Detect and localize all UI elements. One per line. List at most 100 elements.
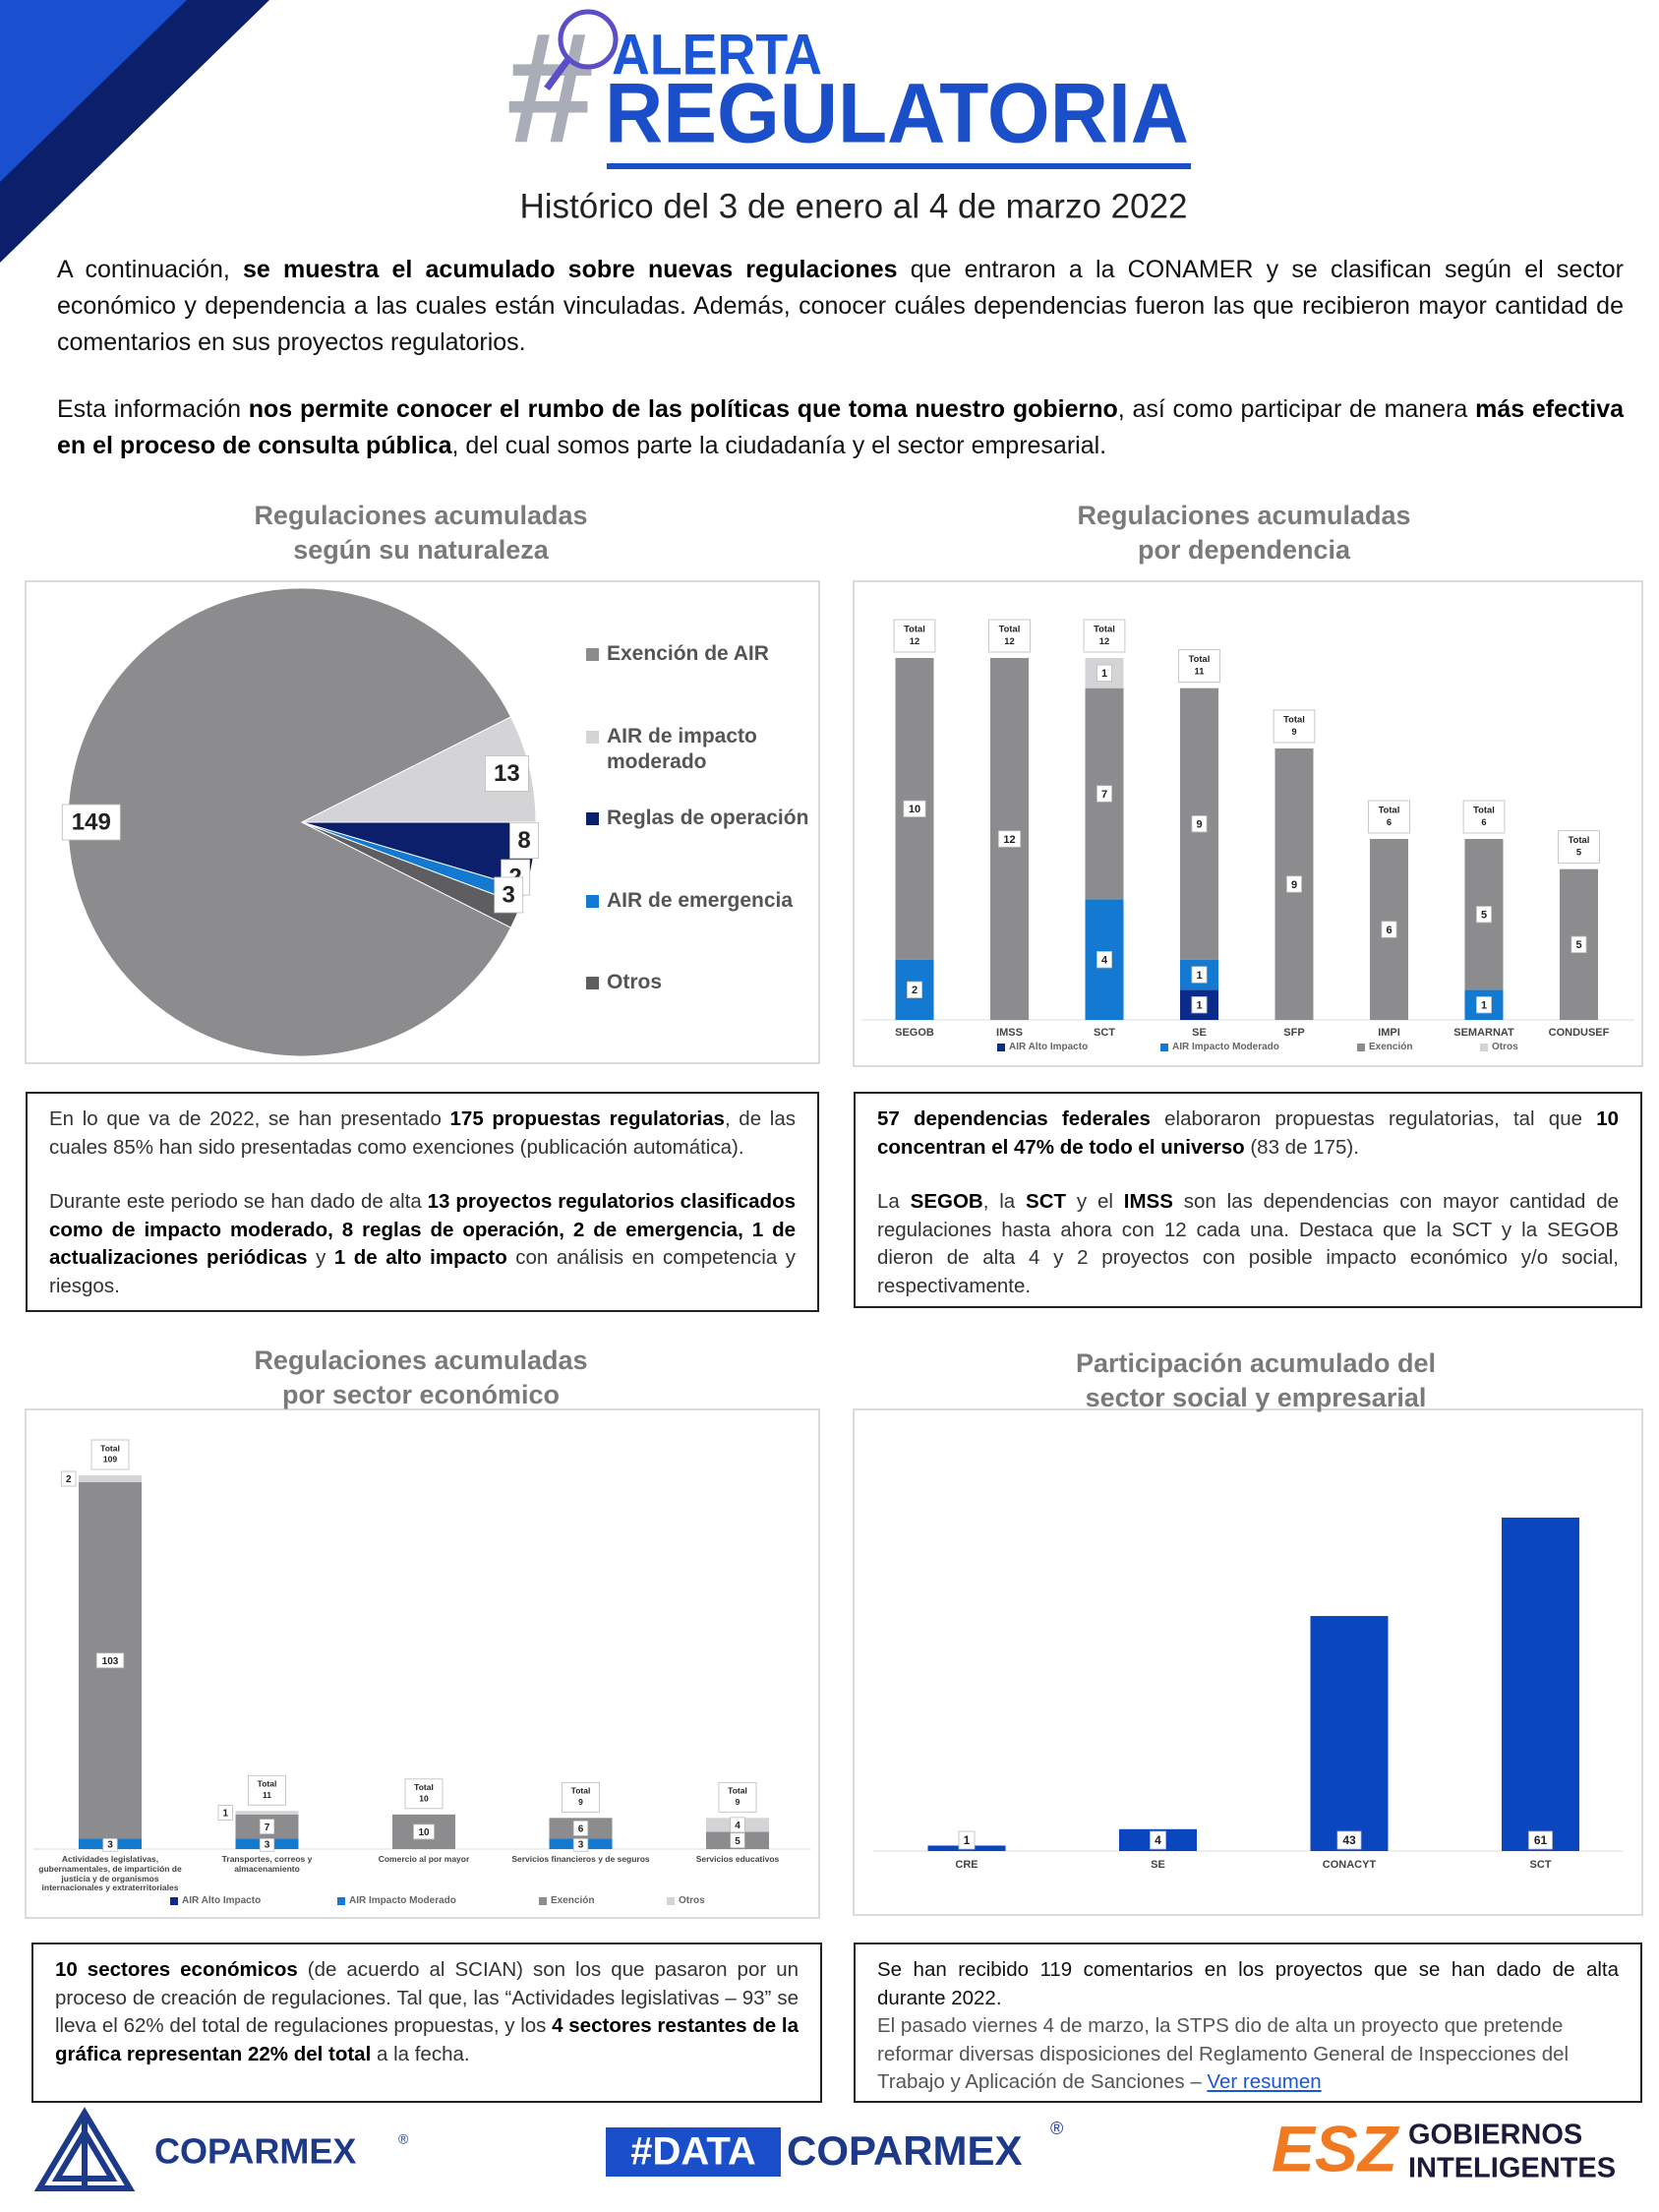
value-label: 5	[1481, 910, 1487, 922]
footer-tag: #DATA	[630, 2130, 755, 2174]
legend-swatch	[667, 1896, 675, 1905]
text-run: En lo que va de 2022, se han presentado	[49, 1107, 450, 1130]
paragraph: A continuación, se muestra el acumulado …	[57, 252, 1624, 361]
text-run: que entraron a la CONAMER y se clasifica…	[57, 256, 1624, 356]
paragraph: La SEGOB, la SCT y el IMSS son las depen…	[877, 1188, 1619, 1300]
legend-swatch	[1357, 1043, 1365, 1051]
total-label: Total	[258, 1779, 277, 1789]
total-value: 9	[1291, 727, 1296, 737]
value-label: 7	[1101, 789, 1107, 801]
value-label: 10	[909, 804, 920, 815]
total-label: Total	[999, 624, 1021, 633]
total-value: 6	[1481, 817, 1486, 827]
text-run: son las dependencias con mayor cantidad …	[877, 1190, 1620, 1297]
text-run: 175 propuestas regulatorias	[449, 1107, 725, 1130]
legend-swatch	[586, 977, 599, 989]
legend-label: AIR Impacto Moderado	[1172, 1042, 1279, 1052]
value-label: 5	[735, 1836, 741, 1847]
bar-segment	[79, 1475, 142, 1483]
paragraph: El pasado viernes 4 de marzo, la STPS di…	[877, 2012, 1619, 2097]
total-box	[404, 1778, 444, 1810]
text-run: y el	[1066, 1190, 1124, 1213]
total-value: 12	[1004, 636, 1014, 646]
note: 10 sectores económicos (de acuerdo al SC…	[31, 1943, 822, 2103]
value-label: 9	[1196, 819, 1202, 831]
value-label-box	[259, 1819, 275, 1835]
x-tick-label: SE	[1151, 1859, 1165, 1871]
value-label: 61	[1534, 1833, 1548, 1847]
value-label-box	[1336, 1830, 1362, 1850]
text-run: SEGOB	[910, 1190, 983, 1213]
text-run: elaboraron propuestas regulatorias, tal …	[1150, 1107, 1597, 1130]
value-label-box	[907, 981, 922, 998]
value-label: 1	[1101, 668, 1107, 680]
corner-band	[0, 0, 187, 182]
x-tick-label: SEMARNAT	[1453, 1027, 1514, 1039]
total-box	[988, 619, 1031, 653]
legend-swatch	[539, 1896, 547, 1905]
x-tick-label: Comercio al por mayor	[378, 1854, 470, 1864]
total-value: 11	[263, 1790, 271, 1800]
data-tag-box	[606, 2127, 781, 2177]
x-tick-label: SE	[1192, 1027, 1207, 1039]
value-label: 12	[1003, 834, 1015, 846]
value-label: 4	[735, 1821, 741, 1831]
value-label-box	[1476, 906, 1492, 924]
value-label-box	[1191, 996, 1208, 1014]
total-value: 10	[419, 1793, 429, 1803]
legend-entry: AIR Alto Impacto	[170, 1895, 261, 1906]
value-label: 9	[1291, 879, 1297, 891]
value-label: 4	[1101, 955, 1108, 967]
value-label: 3	[265, 1839, 270, 1850]
total-value: 9	[578, 1797, 583, 1807]
intro: A continuación, se muestra el acumulado …	[57, 252, 1624, 464]
logo-bottom: REGULATORIA	[605, 67, 1189, 161]
total-box	[562, 1781, 600, 1813]
legend-label: AIR Impacto Moderado	[349, 1895, 456, 1906]
x-tick-label: Servicios educativos	[695, 1854, 780, 1864]
total-label: Total	[728, 1786, 747, 1796]
text-run: Durante este periodo se han dado de alta	[49, 1190, 428, 1213]
chart-title: Regulaciones acumuladas según su naturale…	[126, 499, 716, 568]
text-run: con análisis en competencia y riesgos.	[49, 1246, 796, 1297]
text-run: Esta información	[57, 395, 249, 423]
footer-right: GOBIERNOS	[1408, 2120, 1582, 2151]
subtitle: Histórico del 3 de enero al 4 de marzo 2…	[519, 187, 1187, 225]
chart-title-line: Regulaciones acumuladas	[254, 501, 588, 530]
value-label: 149	[72, 808, 111, 835]
legend-entry: Exención de AIR	[586, 641, 832, 667]
legend-entry: Otros	[1480, 1042, 1518, 1052]
text-run: , del cual somos parte la ciudadanía y e…	[451, 432, 1107, 459]
note: En lo que va de 2022, se han presentado …	[26, 1092, 819, 1312]
chart-title-line: Regulaciones acumuladas	[254, 1345, 588, 1375]
value-label-box	[997, 830, 1022, 848]
text-run: a la fecha.	[371, 2042, 470, 2065]
value-label-box	[1096, 664, 1112, 682]
text-run: SCT	[1026, 1190, 1067, 1213]
legend-label: Otros	[679, 1895, 705, 1906]
logo-magnifier	[544, 56, 571, 91]
legend-label: AIR de impacto moderado	[607, 724, 757, 773]
legend-entry: Otros	[586, 970, 832, 995]
legend-swatch	[1160, 1043, 1168, 1051]
value-label-box	[958, 1830, 976, 1850]
total-value: 12	[910, 636, 919, 646]
x-tick-label: CONDUSEF	[1548, 1027, 1610, 1039]
value-label: 103	[102, 1656, 119, 1667]
value-label-box	[61, 804, 121, 841]
bar	[1310, 1616, 1389, 1851]
total-box	[248, 1774, 286, 1806]
total-label: Total	[1189, 654, 1211, 664]
link[interactable]: Ver resumen	[1207, 2070, 1322, 2093]
paragraph: Se han recibido 119 comentarios en los p…	[877, 1956, 1619, 2012]
value-label: 5	[1575, 939, 1581, 951]
bar	[1502, 1518, 1579, 1851]
value-label-box	[1381, 921, 1397, 938]
text-run: nos permite conocer el rumbo de las polí…	[248, 395, 1118, 423]
footer-right: INTELIGENTES	[1408, 2153, 1616, 2184]
value-label-box	[903, 800, 926, 817]
value-label: 10	[418, 1827, 430, 1838]
legend-entry: AIR de impacto moderado	[586, 724, 832, 775]
value-label-box	[484, 755, 529, 792]
